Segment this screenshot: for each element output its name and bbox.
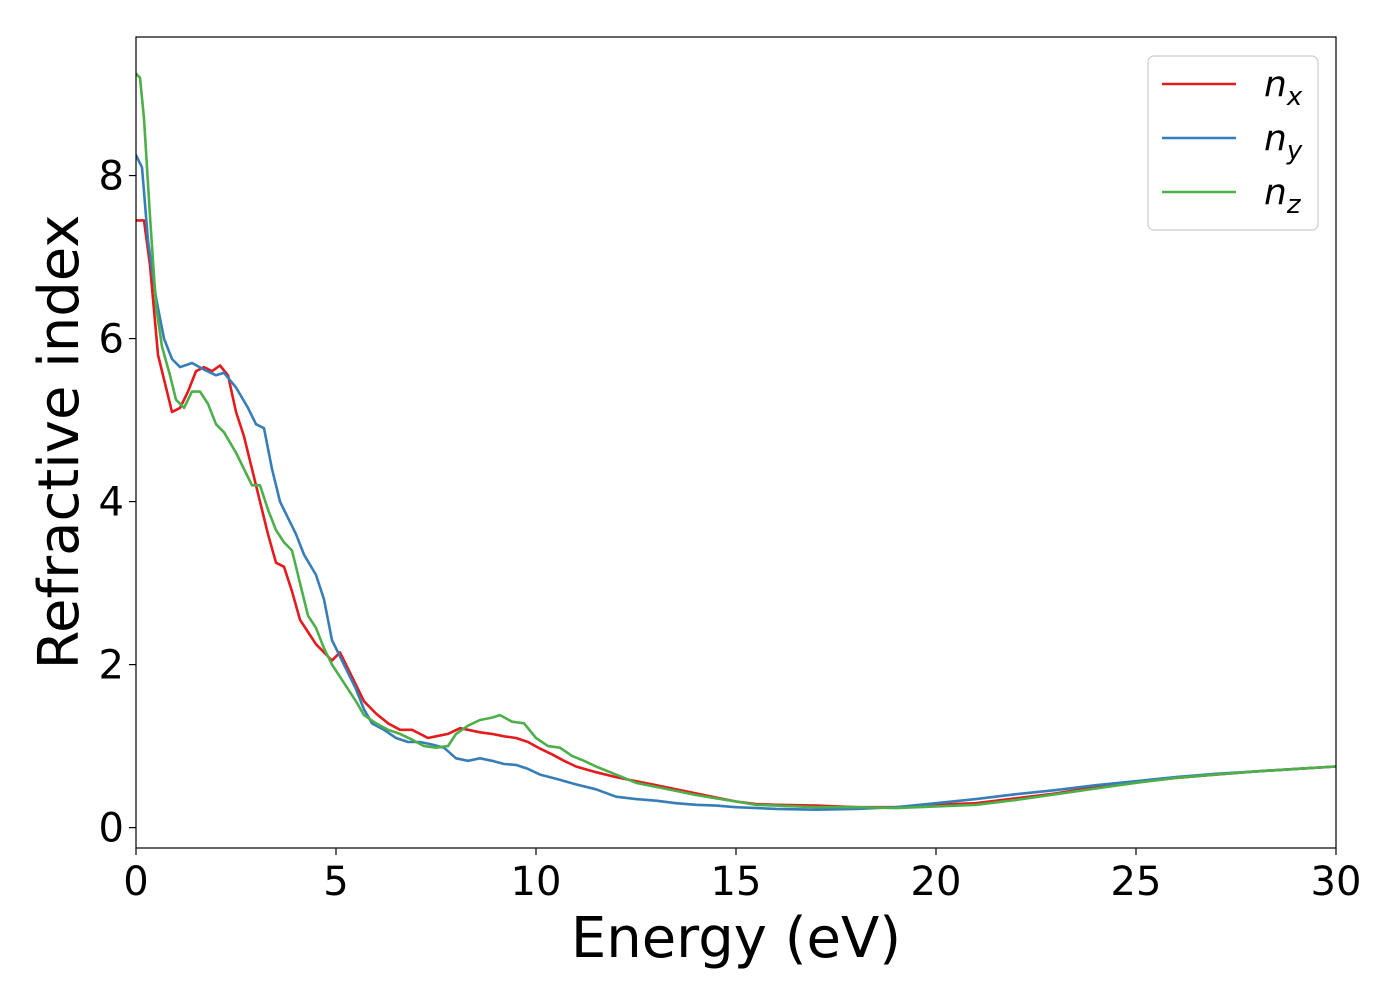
x-axis-label: Energy (eV): [571, 906, 901, 971]
y-axis-label: Refractive index: [27, 215, 92, 670]
legend-box: [1147, 55, 1319, 231]
legend-label-nx: nx: [1264, 64, 1303, 112]
plot-area: [136, 72, 1336, 811]
y-tick-label: 0: [99, 806, 124, 852]
y-tick-label: 2: [99, 643, 124, 689]
y-tick-label: 6: [99, 317, 124, 363]
x-tick-label: 15: [711, 859, 762, 905]
legend: nx ny nz: [1147, 55, 1319, 231]
x-tick-label: 5: [323, 859, 348, 905]
y-tick-label: 8: [99, 154, 124, 200]
x-tick-label: 30: [1311, 859, 1362, 905]
legend-label-ny: ny: [1264, 118, 1303, 166]
x-tick-label: 20: [911, 859, 962, 905]
x-tick-label: 10: [511, 859, 562, 905]
x-tick-label: 0: [123, 859, 148, 905]
legend-label-nz: nz: [1264, 172, 1302, 220]
axes: 0 5 10 15 20 25 30 0 2 4 6 8: [99, 36, 1362, 905]
series-line-nz: [136, 72, 1336, 810]
y-tick-label: 4: [99, 480, 124, 526]
x-tick-label: 25: [1111, 859, 1162, 905]
